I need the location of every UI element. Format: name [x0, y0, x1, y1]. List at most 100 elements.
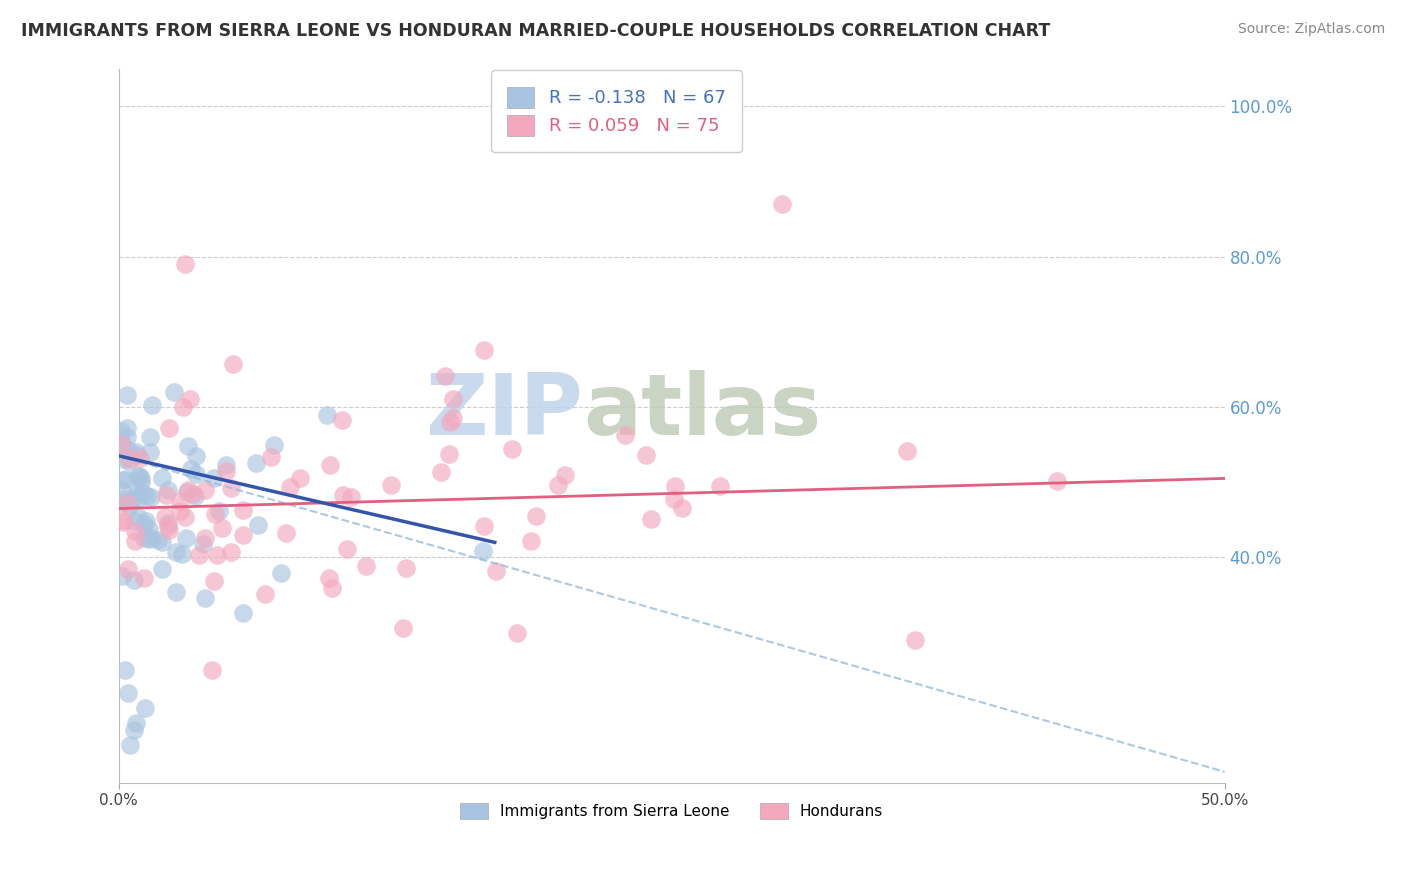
Point	[278, 480, 301, 494]
Point	[547, 477, 569, 491]
Point	[321, 581, 343, 595]
Point	[125, 448, 148, 462]
Point	[128, 491, 150, 506]
Point	[441, 392, 464, 406]
Text: atlas: atlas	[583, 370, 821, 453]
Point	[136, 489, 159, 503]
Point	[111, 473, 134, 487]
Point	[232, 503, 254, 517]
Point	[132, 571, 155, 585]
Point	[270, 566, 292, 581]
Point	[117, 387, 139, 401]
Point	[132, 486, 155, 500]
Point	[139, 531, 162, 545]
Point	[124, 514, 146, 528]
Point	[181, 487, 204, 501]
Point	[169, 494, 191, 508]
Point	[276, 526, 298, 541]
Point	[146, 533, 169, 547]
Point	[219, 481, 242, 495]
Point	[125, 486, 148, 500]
Point	[111, 483, 134, 497]
Point	[150, 562, 173, 576]
Point	[110, 435, 132, 450]
Point	[118, 500, 141, 514]
Point	[520, 533, 543, 548]
Point	[174, 257, 197, 271]
Point	[114, 663, 136, 677]
Point	[155, 488, 177, 502]
Point	[111, 495, 134, 509]
Text: ZIP: ZIP	[426, 370, 583, 453]
Point	[636, 449, 658, 463]
Point	[232, 528, 254, 542]
Point	[129, 475, 152, 490]
Point	[127, 510, 149, 524]
Point	[472, 544, 495, 558]
Point	[439, 446, 461, 460]
Point	[169, 504, 191, 518]
Point	[115, 472, 138, 486]
Point	[156, 483, 179, 498]
Point	[184, 449, 207, 463]
Point	[232, 606, 254, 620]
Point	[157, 523, 180, 537]
Point	[135, 514, 157, 528]
Point	[205, 548, 228, 562]
Point	[472, 343, 495, 358]
Point	[211, 521, 233, 535]
Point	[554, 468, 576, 483]
Point	[288, 471, 311, 485]
Point	[141, 398, 163, 412]
Point	[124, 444, 146, 458]
Point	[125, 715, 148, 730]
Point	[204, 471, 226, 485]
Point	[896, 444, 918, 458]
Point	[613, 428, 636, 442]
Point	[318, 571, 340, 585]
Point	[186, 467, 208, 482]
Point	[117, 686, 139, 700]
Point	[330, 413, 353, 427]
Point	[662, 491, 685, 506]
Point	[193, 537, 215, 551]
Legend: Immigrants from Sierra Leone, Hondurans: Immigrants from Sierra Leone, Hondurans	[454, 797, 889, 825]
Point	[176, 485, 198, 500]
Text: Source: ZipAtlas.com: Source: ZipAtlas.com	[1237, 22, 1385, 37]
Point	[215, 458, 238, 472]
Point	[194, 483, 217, 498]
Point	[115, 430, 138, 444]
Point	[184, 489, 207, 503]
Point	[433, 369, 456, 384]
Point	[506, 625, 529, 640]
Point	[219, 545, 242, 559]
Point	[176, 483, 198, 497]
Point	[380, 478, 402, 492]
Point	[430, 465, 453, 479]
Point	[156, 516, 179, 530]
Point	[174, 510, 197, 524]
Point	[127, 469, 149, 483]
Point	[340, 491, 363, 505]
Point	[129, 471, 152, 485]
Point	[114, 491, 136, 506]
Point	[215, 464, 238, 478]
Text: IMMIGRANTS FROM SIERRA LEONE VS HONDURAN MARRIED-COUPLE HOUSEHOLDS CORRELATION C: IMMIGRANTS FROM SIERRA LEONE VS HONDURAN…	[21, 22, 1050, 40]
Point	[193, 591, 215, 606]
Point	[150, 471, 173, 485]
Point	[112, 515, 135, 529]
Point	[118, 454, 141, 468]
Point	[259, 450, 281, 464]
Point	[263, 438, 285, 452]
Point	[138, 532, 160, 546]
Point	[124, 534, 146, 549]
Point	[221, 358, 243, 372]
Point	[904, 633, 927, 648]
Point	[395, 560, 418, 574]
Point	[112, 513, 135, 527]
Point	[439, 416, 461, 430]
Point	[129, 450, 152, 465]
Point	[124, 524, 146, 538]
Point	[319, 458, 342, 473]
Point	[124, 491, 146, 505]
